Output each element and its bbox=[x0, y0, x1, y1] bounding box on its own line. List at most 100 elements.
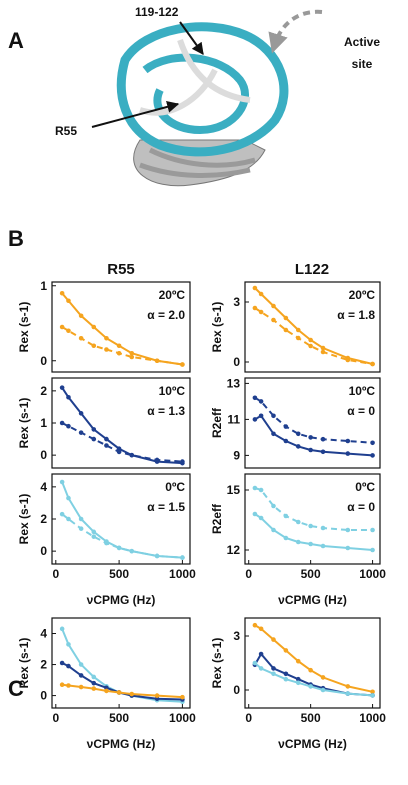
data-point bbox=[59, 626, 65, 632]
data-point bbox=[258, 651, 264, 657]
y-tick-label: 13 bbox=[227, 376, 241, 390]
data-point bbox=[320, 525, 326, 531]
data-point bbox=[78, 313, 84, 319]
data-point bbox=[271, 303, 276, 309]
data-point bbox=[345, 438, 351, 444]
data-point bbox=[320, 543, 326, 549]
annotation: α = 1.5 bbox=[147, 500, 185, 514]
data-point bbox=[283, 676, 289, 682]
annotation: Active bbox=[344, 35, 380, 49]
annotation: α = 1.8 bbox=[337, 308, 375, 322]
data-point bbox=[271, 527, 276, 533]
data-point bbox=[345, 691, 351, 696]
data-point bbox=[258, 309, 264, 315]
y-axis-label: Rex (s-1) bbox=[17, 302, 31, 353]
data-point bbox=[59, 660, 65, 666]
annotation: R55 bbox=[55, 124, 77, 138]
x-axis-label: νCPMG (Hz) bbox=[278, 593, 347, 607]
data-point bbox=[345, 545, 351, 551]
plot-frame bbox=[244, 473, 381, 565]
data-point bbox=[258, 399, 264, 404]
data-point bbox=[283, 535, 289, 541]
y-axis-label: Rex (s-1) bbox=[17, 494, 31, 545]
y-tick-label: 0 bbox=[233, 355, 240, 369]
series-line bbox=[61, 662, 183, 701]
data-point bbox=[154, 358, 160, 364]
data-point bbox=[91, 427, 97, 432]
data-point bbox=[271, 671, 276, 677]
y-tick-label: 3 bbox=[233, 295, 240, 309]
annotation: 0ºC bbox=[355, 480, 375, 494]
x-tick-label: 1000 bbox=[169, 711, 196, 725]
data-point bbox=[104, 347, 109, 352]
y-axis-label: R2eff bbox=[210, 407, 224, 438]
data-point bbox=[116, 545, 122, 551]
data-point bbox=[91, 343, 97, 349]
y-tick-label: 2 bbox=[40, 658, 47, 672]
data-point bbox=[180, 362, 185, 367]
data-point bbox=[345, 451, 351, 456]
y-axis-label: Rex (s-1) bbox=[17, 638, 31, 689]
data-point bbox=[308, 667, 313, 673]
data-point bbox=[91, 674, 97, 680]
y-tick-label: 9 bbox=[233, 448, 240, 462]
data-point bbox=[66, 394, 71, 400]
data-point bbox=[129, 354, 135, 360]
x-tick-label: 500 bbox=[109, 711, 129, 725]
plot-frame bbox=[51, 281, 191, 373]
data-point bbox=[258, 626, 264, 632]
arrow bbox=[179, 21, 204, 55]
plot-frame bbox=[244, 377, 381, 469]
x-tick-label: 500 bbox=[301, 567, 321, 581]
data-point bbox=[129, 350, 135, 356]
data-point bbox=[258, 487, 264, 493]
data-point bbox=[78, 516, 84, 522]
y-axis-label: Rex (s-1) bbox=[210, 302, 224, 353]
data-point bbox=[320, 449, 326, 455]
y-tick-label: 4 bbox=[40, 480, 47, 494]
x-axis-label: νCPMG (Hz) bbox=[87, 593, 156, 607]
x-tick-label: 1000 bbox=[169, 567, 196, 581]
y-tick-label: 0 bbox=[40, 448, 47, 462]
data-point bbox=[59, 324, 65, 330]
data-point bbox=[283, 438, 289, 444]
data-point bbox=[180, 694, 185, 700]
data-point bbox=[78, 684, 84, 690]
data-point bbox=[66, 683, 71, 688]
data-point bbox=[271, 413, 276, 419]
data-point bbox=[271, 637, 276, 642]
data-point bbox=[308, 523, 313, 529]
data-point bbox=[345, 357, 351, 363]
x-axis-label: νCPMG (Hz) bbox=[278, 737, 347, 751]
series-line bbox=[61, 326, 183, 366]
y-tick-label: 2 bbox=[40, 512, 47, 526]
data-point bbox=[252, 417, 258, 422]
data-point bbox=[283, 315, 289, 321]
data-point bbox=[308, 541, 313, 547]
data-point bbox=[66, 328, 71, 334]
data-point bbox=[308, 684, 313, 689]
column-heading: L122 bbox=[295, 261, 329, 278]
y-tick-label: 0 bbox=[40, 354, 47, 368]
annotation: site bbox=[352, 57, 373, 71]
data-point bbox=[308, 435, 313, 440]
data-point bbox=[78, 526, 84, 531]
data-point bbox=[345, 527, 351, 533]
annotation: 10ºC bbox=[159, 384, 186, 398]
data-point bbox=[283, 424, 289, 429]
y-tick-label: 12 bbox=[227, 543, 241, 557]
data-point bbox=[295, 431, 301, 437]
data-point bbox=[91, 680, 97, 686]
y-tick-label: 0 bbox=[40, 544, 47, 558]
data-point bbox=[91, 324, 97, 330]
dashed-arrow bbox=[268, 9, 323, 54]
x-tick-label: 0 bbox=[245, 711, 252, 725]
data-point bbox=[129, 548, 135, 554]
y-tick-label: 1 bbox=[40, 279, 47, 293]
data-point bbox=[78, 673, 84, 678]
data-point bbox=[59, 290, 65, 296]
data-point bbox=[320, 675, 326, 680]
annotation: α = 1.3 bbox=[147, 404, 185, 418]
data-point bbox=[258, 515, 264, 521]
y-axis-label: R2eff bbox=[210, 503, 224, 534]
